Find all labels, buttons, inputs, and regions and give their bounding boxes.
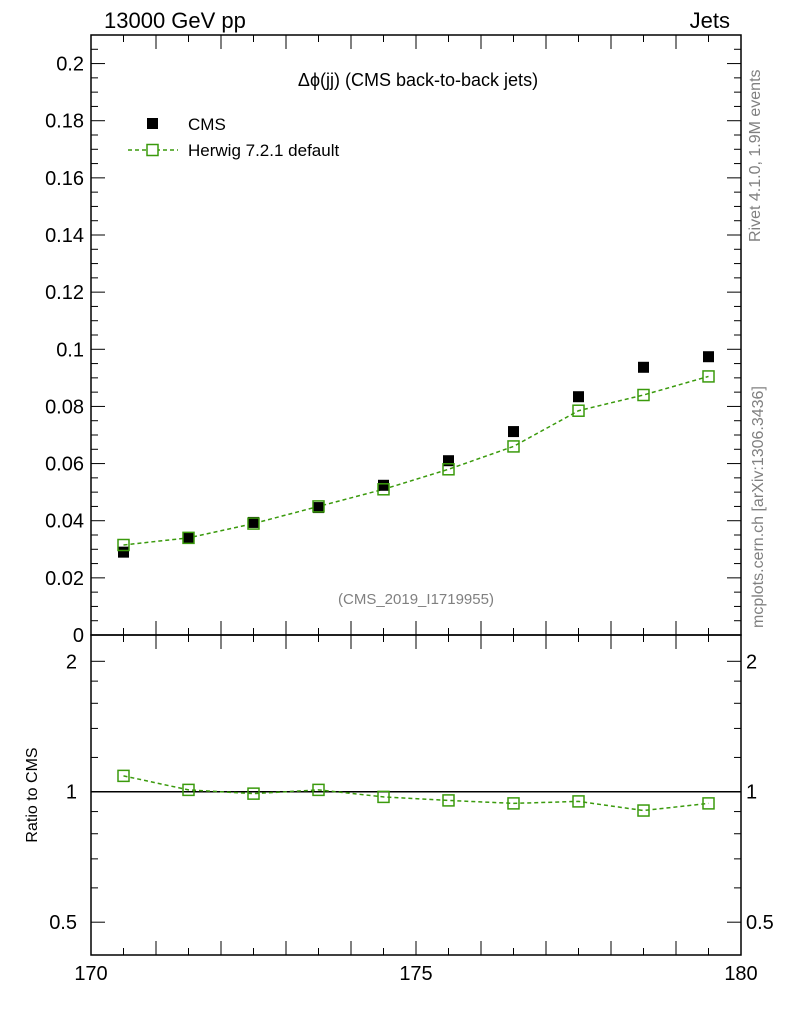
ratio-herwig-point (247, 787, 260, 800)
main-y-tick-label: 0.04 (45, 511, 84, 533)
ratio-y-tick-label-left: 2 (66, 651, 77, 673)
ratio-herwig-point (182, 783, 195, 797)
main-y-tick-label: 0.2 (56, 54, 84, 76)
herwig-data-point (442, 463, 455, 476)
main-y-tick-label: 0.06 (45, 454, 84, 476)
ratio-herwig-point (637, 804, 650, 817)
legend-cms-label: CMS (188, 115, 226, 134)
cms-data-point (118, 546, 129, 558)
herwig-line (123, 375, 709, 546)
cms-data-point (638, 361, 649, 373)
ratio-herwig-point (312, 783, 325, 797)
cms-data-point (443, 455, 454, 467)
ratio-y-tick-label-left: 0.5 (49, 912, 77, 934)
main-y-tick-label: 0.18 (45, 111, 84, 133)
herwig-data-point (637, 388, 650, 402)
ratio-herwig-point (572, 795, 585, 808)
analysis-tag: (CMS_2019_I1719955) (338, 591, 494, 608)
ratio-y-tick-label-right: 1 (746, 782, 757, 804)
main-axis-ticks (90, 34, 742, 636)
legend: CMS Herwig 7.2.1 default (128, 115, 339, 160)
main-y-tick-labels: 0 0.02 0.04 0.06 0.08 0.1 0.12 0.14 0.16 0.18 0.2 (45, 54, 84, 647)
cms-data-point (183, 532, 194, 544)
ratio-y-tick-label-right: 2 (746, 651, 757, 673)
herwig-data-point (702, 370, 715, 383)
main-y-tick-label: 0.1 (56, 339, 84, 361)
ratio-herwig-point (442, 794, 455, 807)
ratio-herwig-point (377, 790, 390, 804)
plot-title: Δϕ(jj) (CMS back-to-back jets) (298, 70, 538, 90)
herwig-data-point (182, 531, 195, 545)
ratio-herwig-point (117, 769, 130, 783)
legend-herwig-marker (146, 143, 159, 157)
cms-data-point (248, 516, 259, 528)
main-y-tick-label: 0.16 (45, 168, 84, 190)
herwig-data-point (572, 404, 585, 417)
herwig-data-point (507, 440, 520, 453)
herwig-data-point (247, 517, 260, 530)
main-y-tick-label: 0.02 (45, 568, 84, 590)
ratio-series-group (117, 769, 715, 817)
cms-data-point (313, 502, 324, 514)
cms-data-point (508, 426, 519, 438)
ratio-herwig-point (507, 797, 520, 810)
ratio-y-tick-labels: 0.5 0.5 1 1 2 2 (49, 651, 774, 934)
mcplots-label: mcplots.cern.ch [arXiv:1306.3436] (750, 386, 767, 628)
legend-cms-marker (147, 118, 158, 129)
ratio-y-tick-label-left: 1 (66, 782, 77, 804)
x-tick-label: 170 (74, 963, 107, 985)
ratio-herwig-point (702, 797, 715, 810)
herwig-data-point (312, 500, 325, 513)
x-tick-label: 175 (399, 963, 432, 985)
header-energy-label: 13000 GeV pp (104, 8, 246, 33)
herwig-data-point (117, 538, 130, 552)
ratio-herwig-line (123, 775, 709, 812)
header-process-label: Jets (690, 8, 730, 33)
legend-herwig-label: Herwig 7.2.1 default (188, 141, 339, 160)
main-y-tick-label: 0 (73, 625, 84, 647)
main-y-tick-label: 0.08 (45, 396, 84, 418)
x-tick-label: 180 (724, 963, 757, 985)
herwig-data-point (377, 483, 390, 496)
ratio-y-tick-label-right: 0.5 (746, 912, 774, 934)
ratio-y-axis-label: Ratio to CMS (24, 747, 41, 842)
main-y-tick-label: 0.14 (45, 225, 84, 247)
main-series-group (117, 351, 715, 558)
main-y-tick-label: 0.12 (45, 282, 84, 304)
x-tick-labels: 170 175 180 (74, 963, 757, 985)
ratio-axis-ticks (90, 635, 742, 955)
cms-data-point (703, 351, 714, 363)
cms-data-point (573, 391, 584, 403)
cms-data-point (378, 479, 389, 491)
rivet-version-label: Rivet 4.1.0, 1.9M events (747, 69, 764, 242)
